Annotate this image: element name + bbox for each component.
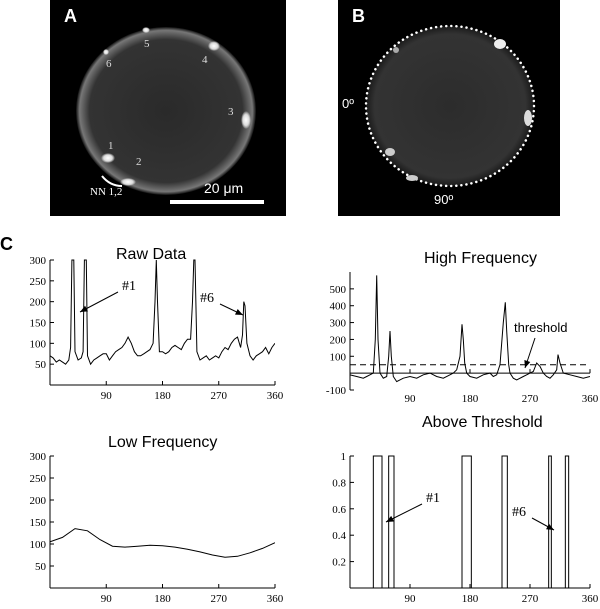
high-x-tick-label: 180: [462, 393, 479, 405]
raw-x-tick-label: 360: [267, 390, 284, 400]
raw-y-tick-label: 150: [30, 318, 47, 330]
raw-annotation-6-arrow-head: [235, 309, 243, 315]
above-x-tick-label: 270: [522, 593, 539, 604]
above-y-tick-label: 0.6: [332, 504, 346, 516]
raw-y-tick-label: 300: [30, 255, 47, 267]
above-x-tick-label: 360: [582, 593, 599, 604]
above-threshold-title: Above Threshold: [422, 414, 543, 431]
above-threshold-plot: Above Threshold 0.2 0.4 0.6 0.8 1 90 180 270 360…: [310, 410, 600, 605]
above-threshold-svg: 0.2 0.4 0.6 0.8 1 90 180 270 360 #1 #6: [332, 451, 599, 605]
above-annotation-1: #1: [426, 491, 440, 506]
spot-label-2: 2: [136, 156, 142, 168]
threshold-label: threshold: [514, 320, 567, 335]
spot-label-5: 5: [144, 38, 150, 50]
low-frequency-plot: Low Frequency 50 100 150 200 250 300 90 180 270 3…: [10, 430, 295, 605]
high-x-tick-label: 360: [582, 393, 599, 405]
low-x-tick-label: 180: [154, 593, 171, 604]
above-annotation-1-arrow-head: [386, 515, 394, 522]
high-series-line: [350, 275, 590, 383]
low-y-tick-label: 200: [30, 495, 47, 507]
low-x-tick-label: 270: [211, 593, 228, 604]
above-annotation-6: #6: [512, 505, 526, 520]
above-x-tick-label: 90: [405, 593, 417, 604]
high-y-tick-label: 500: [330, 284, 347, 296]
raw-y-tick-label: 100: [30, 338, 47, 350]
raw-annotation-6: #6: [200, 291, 214, 306]
panel-b-letter: B: [352, 6, 365, 26]
cell-micrograph-b: [364, 24, 536, 188]
raw-data-svg: 50 100 150 200 250 300 90 180 270 360 #1 #6: [30, 255, 284, 402]
angle-label-90: 90º: [434, 192, 454, 207]
raw-series-line: [50, 259, 275, 366]
raw-data-title: Raw Data: [116, 246, 187, 263]
raw-x-tick-label: 270: [211, 390, 228, 400]
spot-label-1: 1: [108, 140, 114, 152]
low-x-tick-label: 90: [101, 593, 113, 604]
above-y-tick-label: 1: [341, 451, 347, 463]
high-frequency-title: High Frequency: [424, 250, 537, 267]
panel-a-letter: A: [64, 6, 77, 26]
spot-label-4: 4: [202, 54, 208, 66]
spot-label-6: 6: [106, 58, 112, 70]
nn-annotation: NN 1,2: [90, 186, 123, 198]
high-y-tick-label: 300: [330, 318, 347, 330]
above-y-tick-label: 0.2: [332, 557, 346, 569]
low-y-tick-label: 300: [30, 451, 47, 463]
high-x-tick-label: 90: [405, 393, 417, 405]
above-pulse-series: [350, 455, 590, 589]
high-frequency-svg: -100 100 200 300 400 500 90 180 270 360 threshold: [326, 272, 599, 405]
cell-micrograph-a: [76, 27, 264, 204]
low-frequency-svg: 50 100 150 200 250 300 90 180 270 360: [30, 451, 284, 605]
raw-x-tick-label: 90: [101, 390, 113, 400]
high-y-tick-label: 400: [330, 301, 347, 313]
above-x-tick-label: 180: [462, 593, 479, 604]
low-y-tick-label: 250: [30, 473, 47, 485]
low-y-tick-label: 50: [35, 561, 47, 573]
panel-c-letter: C: [0, 234, 13, 254]
high-y-tick-label: -100: [326, 385, 347, 397]
raw-y-tick-label: 250: [30, 276, 47, 288]
low-y-tick-label: 100: [30, 539, 47, 551]
panel-b-image: B 0º 90º: [338, 0, 560, 216]
low-x-tick-label: 360: [267, 593, 284, 604]
raw-y-tick-label: 50: [35, 359, 47, 371]
spot-label-3: 3: [228, 106, 234, 118]
raw-data-plot: Raw Data 50 100 150 200 250 300 90 180 270 360 #1 #…: [10, 240, 295, 402]
raw-x-tick-label: 180: [154, 390, 171, 400]
above-annotation-6-arrow-head: [546, 523, 554, 530]
threshold-label-arrow-head: [524, 360, 531, 368]
high-x-tick-label: 270: [522, 393, 539, 405]
raw-annotation-1-arrow-head: [80, 305, 88, 312]
high-y-tick-label: 200: [330, 334, 347, 346]
above-y-tick-label: 0.4: [332, 530, 346, 542]
angle-label-0: 0º: [342, 96, 354, 111]
raw-y-tick-label: 200: [30, 297, 47, 309]
high-frequency-plot: High Frequency -100 100 200 300 400 500 90 180 2…: [310, 240, 600, 410]
high-y-tick-label: 100: [330, 351, 347, 363]
panel-a-image: A 1 2 3 4 5 6 NN 1,2 20 μm: [50, 0, 286, 216]
above-y-tick-label: 0.8: [332, 477, 346, 489]
low-frequency-title: Low Frequency: [108, 434, 218, 451]
raw-annotation-1: #1: [122, 279, 136, 294]
low-series-line: [50, 528, 275, 558]
scale-bar-label: 20 μm: [204, 180, 244, 196]
low-y-tick-label: 150: [30, 517, 47, 529]
